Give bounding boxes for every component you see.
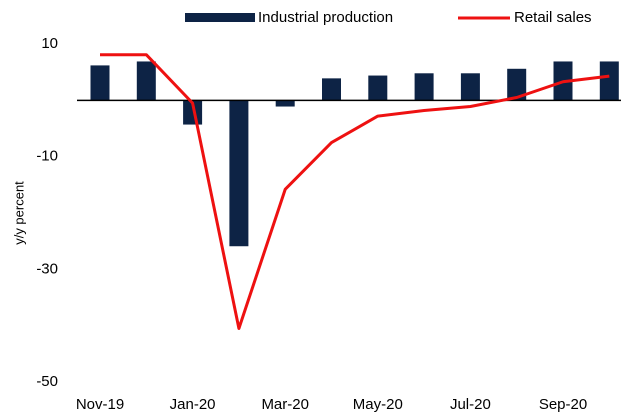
bar xyxy=(275,100,295,107)
y-tick-label: 10 xyxy=(41,35,58,52)
bar xyxy=(183,100,203,125)
legend-swatch xyxy=(185,13,255,22)
y-tick-label: -10 xyxy=(36,148,58,165)
bar xyxy=(322,78,341,101)
y-tick-label: -50 xyxy=(36,373,58,390)
legend-label: Retail sales xyxy=(514,9,592,26)
x-tick-label: Mar-20 xyxy=(261,396,309,413)
bar xyxy=(460,73,480,101)
bar xyxy=(90,65,110,101)
bar xyxy=(414,73,434,101)
x-tick-label: Jul-20 xyxy=(450,396,491,413)
bar xyxy=(599,61,619,101)
bar xyxy=(507,68,527,101)
x-tick-label: Sep-20 xyxy=(539,396,587,413)
x-tick-label: May-20 xyxy=(353,396,403,413)
line xyxy=(100,53,610,330)
legend-label: Industrial production xyxy=(258,9,393,26)
bar xyxy=(136,61,156,101)
y-axis-label: y/y percent xyxy=(11,181,26,245)
x-tick-label: Jan-20 xyxy=(170,396,216,413)
y-tick-label: -30 xyxy=(36,260,58,277)
bar xyxy=(229,100,249,247)
bar xyxy=(368,75,388,101)
x-tick-label: Nov-19 xyxy=(76,396,124,413)
